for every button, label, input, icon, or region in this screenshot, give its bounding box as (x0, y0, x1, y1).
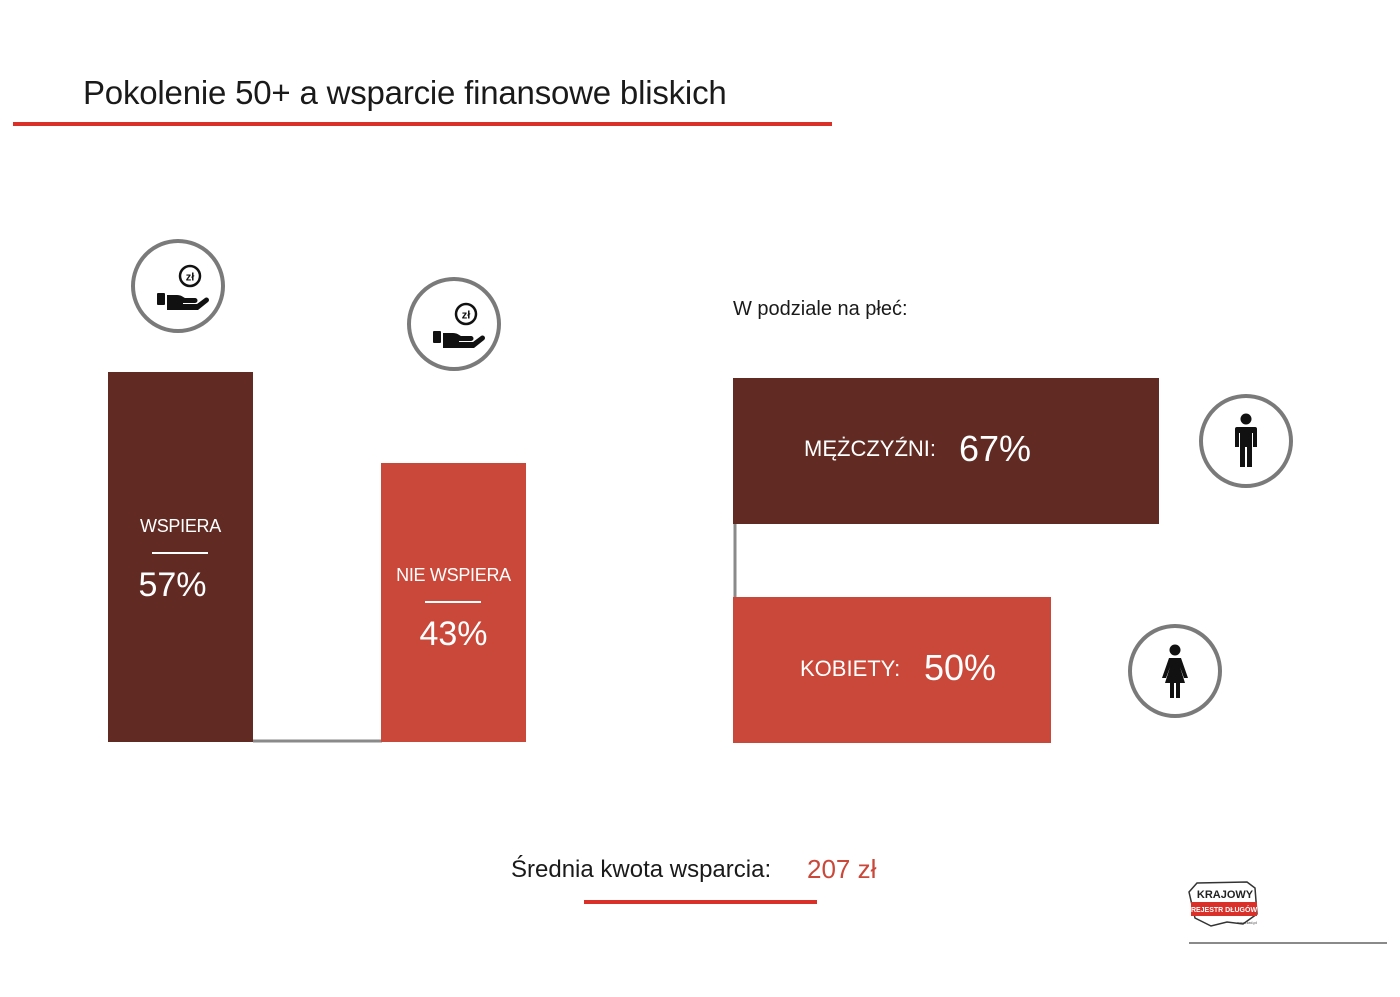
bar-label-divider (152, 552, 208, 554)
hand-coin-icon: zł (407, 277, 501, 371)
bar-value-nie-wspiera: 43% (419, 615, 488, 653)
average-underline (584, 900, 817, 904)
svg-text:zł: zł (186, 272, 195, 284)
bar-value-mezczyzni: 67% (959, 428, 1032, 469)
bar-label-wspiera: WSPIERA (140, 516, 221, 536)
bar-nie-wspiera: NIE WSPIERA 43% (381, 463, 526, 742)
bar-label-kobiety: KOBIETY: (800, 656, 901, 681)
bar-mezczyzni: MĘŻCZYŹNI: 67% (733, 378, 1159, 524)
bar-kobiety: KOBIETY: 50% (733, 597, 1051, 743)
bar-wspiera: WSPIERA 57% (108, 372, 253, 742)
bar-value-kobiety: 50% (924, 647, 997, 688)
hand-coin-icon: zł (131, 239, 225, 333)
average-label: Średnia kwota wsparcia: (511, 856, 772, 883)
bar-label-mezczyzni: MĘŻCZYŹNI: (804, 436, 936, 461)
svg-text:www.krd.pl: www.krd.pl (1237, 920, 1256, 925)
title-underline (13, 122, 832, 126)
bar-label-nie-wspiera: NIE WSPIERA (396, 565, 511, 585)
svg-text:KRAJOWY: KRAJOWY (1197, 889, 1254, 901)
average-value: 207 zł (807, 854, 877, 884)
gender-chart-subtitle: W podziale na płeć: (733, 298, 908, 320)
bar-value-wspiera: 57% (138, 566, 207, 604)
svg-text:REJESTR DŁUGÓW: REJESTR DŁUGÓW (1191, 905, 1258, 914)
woman-icon (1128, 624, 1222, 718)
bar-label-divider (425, 601, 481, 603)
svg-text:zł: zł (462, 310, 471, 322)
man-icon (1199, 394, 1293, 488)
footer-divider (1189, 942, 1387, 944)
chart-title: Pokolenie 50+ a wsparcie finansowe blisk… (83, 74, 727, 111)
krd-logo: KRAJOWY REJESTR DŁUGÓW www.krd.pl (1187, 880, 1263, 928)
